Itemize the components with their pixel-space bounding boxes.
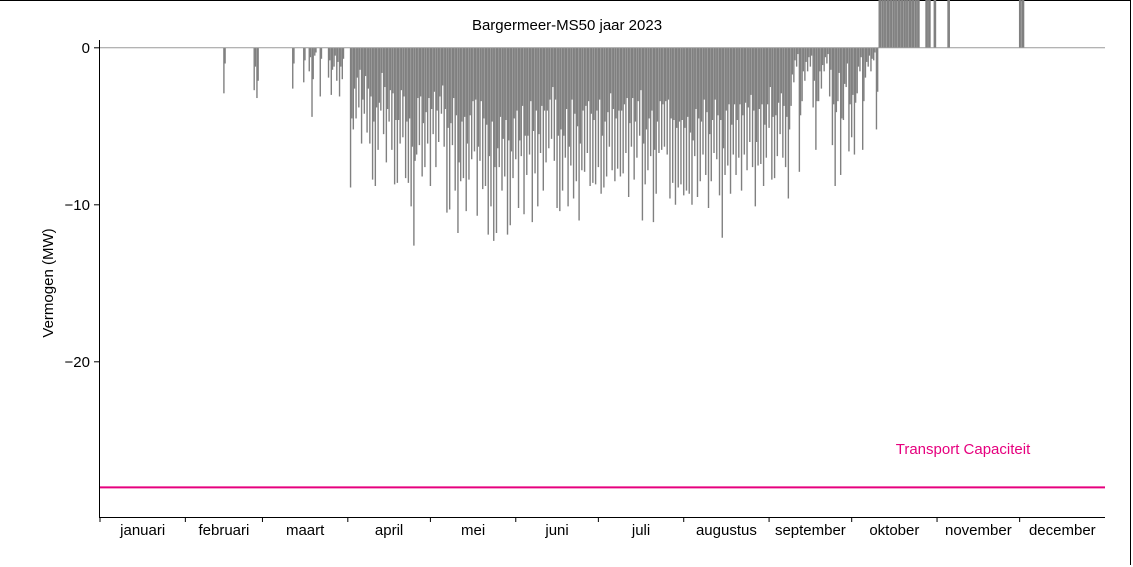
x-tick-label: december	[1029, 522, 1096, 539]
bars-group	[223, 0, 1025, 246]
x-tick-label: maart	[286, 522, 325, 539]
y-ticks-group: 0 −10 −20	[65, 40, 100, 371]
x-tick-label: januari	[119, 522, 165, 539]
x-tick-label: september	[775, 522, 846, 539]
x-tick-label: april	[375, 522, 403, 539]
y-axis-label: Vermogen (MW)	[40, 228, 57, 337]
x-tick-label: november	[945, 522, 1012, 539]
x-tick-label: februari	[198, 522, 249, 539]
x-tick-label: oktober	[869, 522, 919, 539]
x-ticks-group: januari februari maart april mei juni juli augu…	[99, 517, 1096, 539]
y-tick-label: −10	[65, 197, 90, 214]
x-tick-label: augustus	[696, 522, 757, 539]
y-tick-label: 0	[82, 40, 90, 57]
chart-title: Bargermeer-MS50 jaar 2023	[472, 17, 662, 34]
y-tick-label: −20	[65, 354, 90, 371]
x-tick-label: juni	[544, 522, 568, 539]
x-tick-label: juli	[631, 522, 650, 539]
capacity-label: Transport Capaciteit	[896, 441, 1031, 458]
x-tick-label: mei	[461, 522, 485, 539]
